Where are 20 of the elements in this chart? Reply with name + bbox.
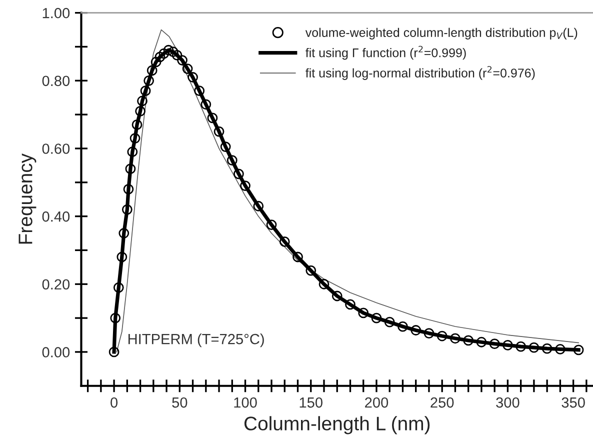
- x-axis-title: Column-length L (nm): [244, 416, 430, 434]
- y-tick-label: 0.40: [42, 211, 70, 222]
- x-tick-label: 100: [234, 397, 257, 408]
- x-tick-label: 250: [430, 397, 454, 408]
- x-tick-label: 50: [172, 397, 188, 408]
- legend-label: fit using Γ function (r$^{2}$=0.999): [306, 46, 466, 60]
- x-tick-label: 150: [300, 397, 322, 408]
- x-tick-label: 200: [365, 397, 388, 408]
- annotation: HITPERM (T=725°C): [128, 334, 264, 348]
- y-tick-label: 0.00: [42, 347, 70, 358]
- x-tick-label: 300: [496, 397, 520, 408]
- y-tick-label: 0.20: [42, 279, 70, 290]
- x-tick-label: 0: [110, 397, 118, 408]
- y-tick-label: 0.60: [42, 144, 70, 154]
- y-axis-title: Frequency: [18, 153, 36, 244]
- x-tick-label: 350: [562, 397, 585, 408]
- legend-label: fit using log-normal distribution (r$^{2}$=0.976): [306, 66, 535, 80]
- legend-label: volume-weighted column-length distribution p$_{V}$(L): [305, 28, 578, 40]
- y-tick-label: 0.80: [42, 76, 70, 86]
- y-tick-label: 1.00: [42, 8, 70, 18]
